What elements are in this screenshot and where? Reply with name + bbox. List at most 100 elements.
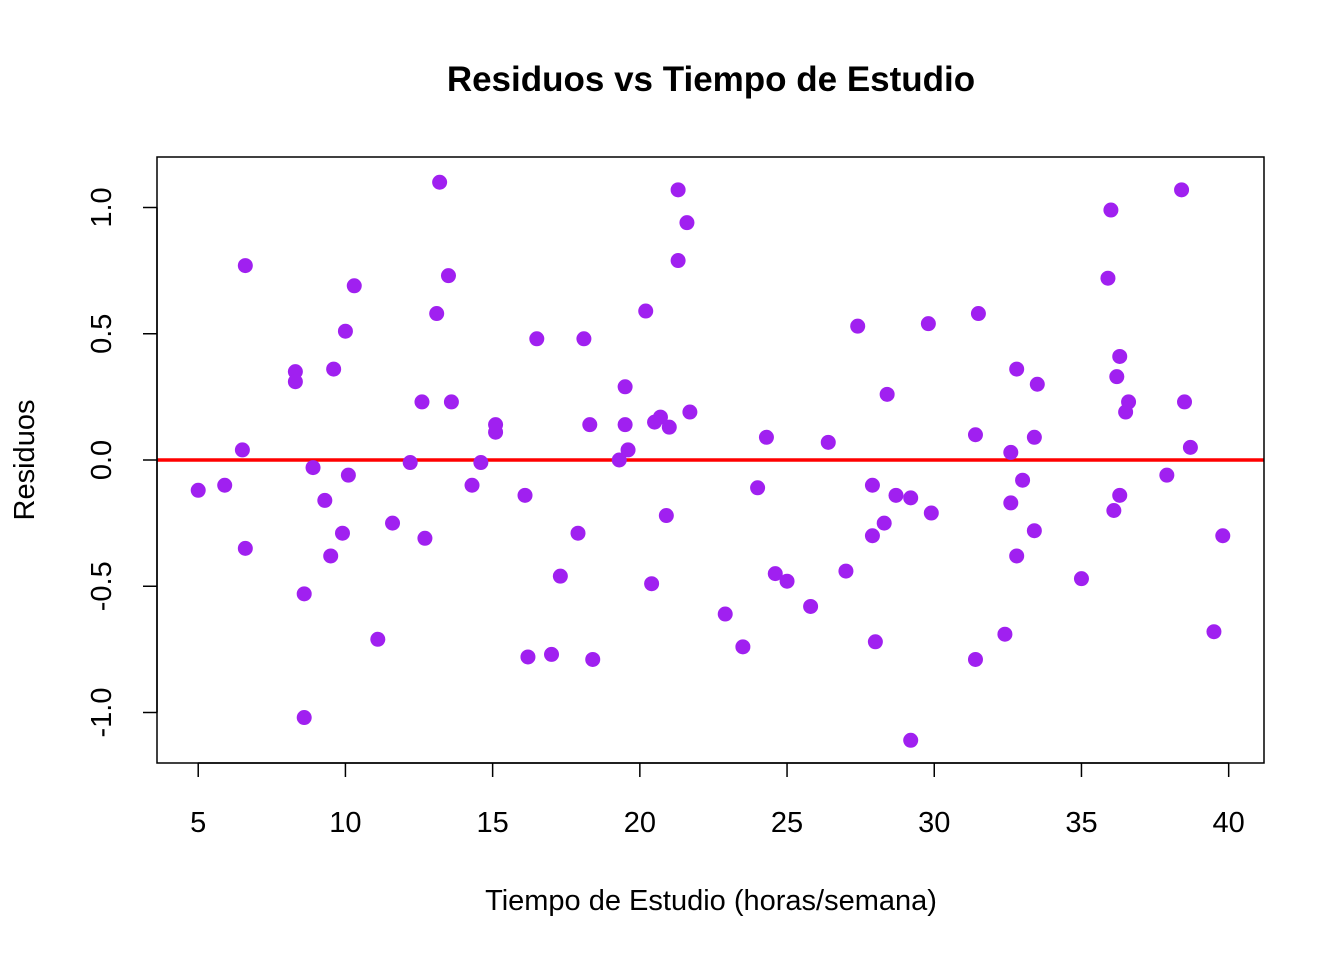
data-point <box>923 505 939 521</box>
y-tick-label: 0.0 <box>86 440 118 480</box>
data-point <box>217 477 233 493</box>
data-point <box>620 442 636 458</box>
data-point <box>867 634 883 650</box>
data-point <box>473 455 489 471</box>
y-tick-label: 0.5 <box>86 314 118 354</box>
x-axis-label: Tiempo de Estudio (horas/semana) <box>485 885 937 917</box>
data-point <box>670 253 686 269</box>
x-axis: 5 10 15 20 25 30 35 40 <box>190 762 1245 839</box>
data-point <box>1073 571 1089 587</box>
data-point <box>717 606 733 622</box>
data-point <box>1112 348 1128 364</box>
data-point <box>638 303 654 319</box>
data-point <box>317 492 333 508</box>
data-point <box>617 379 633 395</box>
x-tick-label: 25 <box>771 807 803 839</box>
data-point <box>1103 202 1119 218</box>
data-point <box>903 732 919 748</box>
data-point <box>544 646 560 662</box>
data-point <box>337 323 353 339</box>
data-point <box>1112 487 1128 503</box>
y-axis-label: Residuos <box>9 400 41 521</box>
data-point <box>1121 394 1137 410</box>
data-point <box>1109 369 1125 385</box>
x-tick-label: 5 <box>190 807 206 839</box>
data-point <box>803 598 819 614</box>
data-point <box>385 515 401 531</box>
data-point <box>402 455 418 471</box>
data-point <box>414 394 430 410</box>
data-point <box>237 540 253 556</box>
data-point <box>1206 624 1222 640</box>
data-point <box>903 490 919 506</box>
data-point <box>758 429 774 445</box>
data-point <box>920 316 936 332</box>
data-point <box>417 530 433 546</box>
data-point <box>864 528 880 544</box>
data-point <box>1174 182 1190 198</box>
data-point <box>820 434 836 450</box>
data-point <box>1015 472 1031 488</box>
data-point <box>1182 439 1198 455</box>
data-point <box>296 710 312 726</box>
data-point <box>440 268 456 284</box>
data-point <box>1159 467 1175 483</box>
data-point <box>617 417 633 433</box>
data-point <box>443 394 459 410</box>
data-point <box>190 482 206 498</box>
data-point <box>464 477 480 493</box>
x-tick-label: 10 <box>329 807 361 839</box>
data-point <box>670 182 686 198</box>
data-point <box>346 278 362 294</box>
data-point <box>1026 523 1042 539</box>
data-point <box>750 480 766 496</box>
data-point <box>429 306 445 322</box>
data-point <box>876 515 892 531</box>
data-point <box>1177 394 1193 410</box>
data-point <box>611 452 627 468</box>
data-point <box>1215 528 1231 544</box>
data-point <box>682 404 698 420</box>
data-point <box>652 409 668 425</box>
x-tick-label: 35 <box>1065 807 1097 839</box>
y-tick-label: -0.5 <box>86 561 118 611</box>
data-point <box>370 631 386 647</box>
y-tick-label: 1.0 <box>86 187 118 227</box>
data-point <box>1029 376 1045 392</box>
data-point <box>1009 548 1025 564</box>
data-point <box>967 651 983 667</box>
data-point <box>570 525 586 541</box>
data-point <box>296 586 312 602</box>
points-layer <box>190 174 1231 748</box>
data-point <box>323 548 339 564</box>
data-point <box>850 318 866 334</box>
data-point <box>1100 270 1116 286</box>
plot-region <box>157 174 1264 748</box>
x-tick-label: 40 <box>1213 807 1245 839</box>
data-point <box>879 386 895 402</box>
data-point <box>997 626 1013 642</box>
y-ticks: -1.0 -0.5 0.0 0.5 1.0 <box>86 187 157 737</box>
data-point <box>970 306 986 322</box>
data-point <box>864 477 880 493</box>
data-point <box>1106 503 1122 518</box>
data-point <box>488 424 504 440</box>
y-tick-label: -1.0 <box>86 688 118 738</box>
data-point <box>888 487 904 503</box>
data-point <box>661 419 677 435</box>
data-point <box>679 215 695 231</box>
data-point <box>334 525 350 541</box>
data-point <box>767 566 783 582</box>
data-point <box>529 331 545 347</box>
data-point <box>432 174 448 190</box>
data-point <box>838 563 854 579</box>
data-point <box>1026 429 1042 445</box>
data-point <box>644 576 660 592</box>
data-point <box>287 374 303 390</box>
data-point <box>967 427 983 443</box>
data-point <box>576 331 592 347</box>
data-point <box>658 508 674 524</box>
data-point <box>1009 361 1025 377</box>
data-point <box>326 361 342 377</box>
data-point <box>582 417 598 433</box>
